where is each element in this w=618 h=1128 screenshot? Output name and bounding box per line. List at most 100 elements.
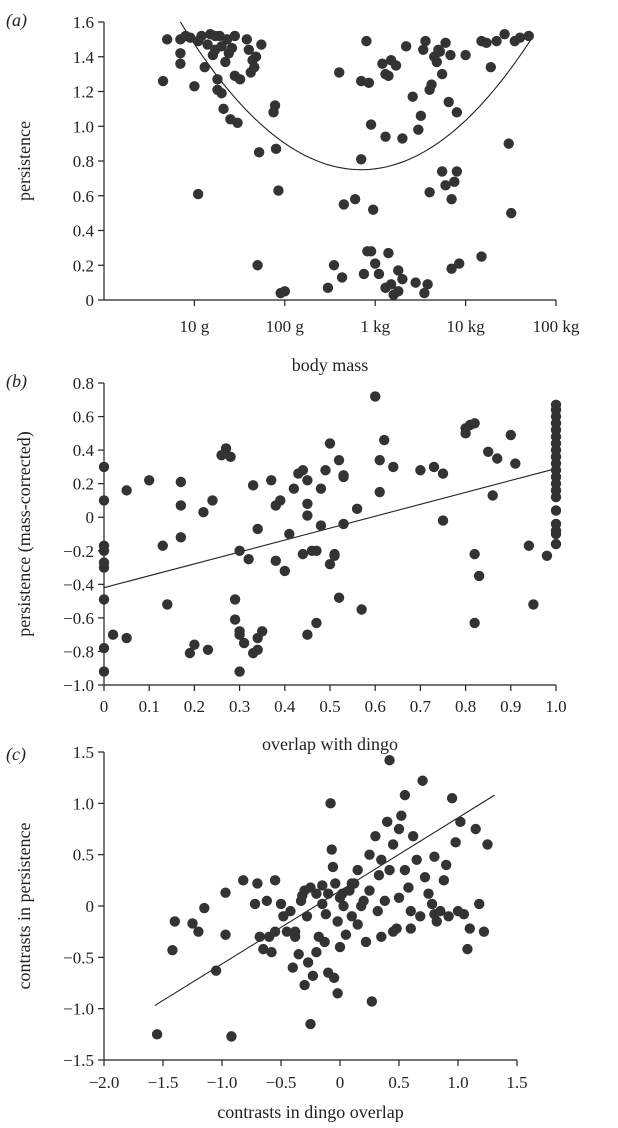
data-point — [446, 263, 457, 274]
data-point — [234, 626, 245, 637]
data-point — [363, 77, 375, 89]
data-point — [415, 911, 426, 922]
data-point — [253, 147, 265, 158]
data-point — [474, 898, 485, 910]
y-tick-label: −0.5 — [63, 948, 94, 967]
data-point — [270, 555, 281, 567]
data-point — [346, 878, 357, 889]
data-point — [431, 56, 442, 68]
y-tick-label: −1.5 — [63, 1051, 94, 1070]
x-tick-label: 0.7 — [410, 697, 432, 716]
y-tick-label: 0.8 — [73, 152, 94, 171]
data-point — [382, 816, 393, 828]
data-point — [379, 895, 391, 907]
data-point — [325, 798, 336, 809]
y-tick-label: 0.6 — [73, 408, 94, 427]
y-tick-label: 0.6 — [73, 187, 94, 206]
data-point — [436, 166, 448, 177]
data-point — [460, 428, 471, 439]
data-point — [270, 143, 282, 155]
data-point — [254, 931, 265, 942]
y-tick-label: 1.2 — [73, 83, 94, 102]
data-point — [482, 839, 493, 850]
data-point — [98, 562, 110, 573]
data-point — [388, 461, 399, 473]
data-point — [285, 905, 296, 917]
data-point — [175, 48, 186, 59]
data-point — [407, 830, 419, 842]
data-point — [370, 830, 381, 842]
data-point — [419, 872, 431, 883]
data-point — [446, 793, 458, 804]
data-point — [243, 44, 255, 55]
y-tick-label: 0.2 — [73, 256, 94, 275]
data-point — [288, 483, 300, 494]
data-point — [151, 1029, 163, 1040]
data-point — [256, 39, 267, 50]
data-point — [184, 647, 196, 659]
data-point — [247, 480, 259, 491]
data-point — [327, 861, 339, 873]
data-point — [478, 926, 490, 937]
data-point — [413, 124, 424, 135]
data-point — [199, 61, 210, 73]
data-point — [528, 599, 539, 610]
data-point — [390, 60, 402, 71]
data-point — [229, 594, 241, 605]
data-point — [370, 258, 381, 269]
x-tick-label: 1 kg — [360, 317, 390, 336]
data-point — [328, 972, 340, 984]
data-point — [225, 451, 236, 463]
data-point — [476, 251, 487, 262]
data-point — [387, 926, 399, 937]
data-point — [340, 929, 352, 940]
data-point — [491, 35, 502, 47]
data-point — [98, 642, 110, 654]
y-tick-label: 0 — [86, 897, 95, 916]
data-point — [470, 823, 481, 835]
data-point — [207, 495, 218, 506]
data-point — [333, 592, 345, 603]
data-point — [338, 900, 349, 912]
data-point — [473, 570, 485, 582]
data-point — [167, 944, 178, 956]
data-point — [269, 875, 281, 886]
data-point — [373, 870, 385, 881]
data-point — [437, 515, 449, 526]
data-point — [446, 194, 457, 205]
data-point — [451, 107, 463, 118]
data-point — [399, 789, 411, 801]
data-point — [383, 247, 394, 259]
data-point — [249, 61, 260, 73]
data-point — [449, 176, 460, 188]
data-point — [249, 898, 261, 910]
data-point — [266, 947, 277, 958]
data-point — [98, 461, 110, 473]
data-point — [383, 70, 394, 82]
data-point — [385, 279, 397, 290]
data-point — [333, 454, 345, 466]
data-point — [499, 28, 510, 40]
data-point — [397, 273, 408, 285]
data-point — [492, 453, 503, 464]
y-tick-label: 0.8 — [73, 374, 94, 393]
x-tick-label: 0.9 — [500, 697, 521, 716]
data-point — [399, 864, 411, 876]
data-point — [481, 37, 492, 49]
data-point — [332, 988, 343, 999]
data-point — [234, 74, 246, 85]
data-point — [238, 637, 250, 649]
data-point — [423, 888, 434, 899]
data-point — [266, 475, 277, 486]
data-point — [338, 518, 349, 530]
data-point — [541, 550, 553, 562]
data-point — [302, 510, 313, 521]
data-point — [299, 979, 310, 991]
data-point — [523, 540, 535, 551]
panel-c: −1.5 −1.0 −0.5 0 0.5 1.0 1.5 −2.0 −1.5 −1.0 −0.5 0 0… — [6, 743, 528, 1122]
x-tick-label: 0.3 — [229, 697, 250, 716]
data-point — [301, 911, 313, 922]
data-point — [243, 553, 254, 565]
data-point — [229, 614, 241, 625]
data-point — [212, 74, 223, 85]
